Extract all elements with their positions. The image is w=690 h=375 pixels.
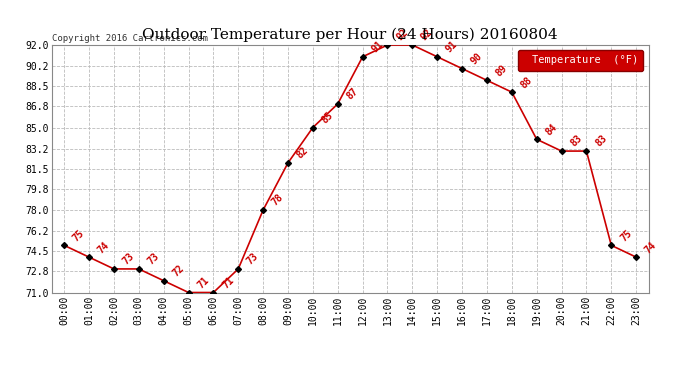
Text: 92: 92: [420, 27, 435, 43]
Text: 84: 84: [544, 122, 559, 137]
Text: Copyright 2016 Cartronics.com: Copyright 2016 Cartronics.com: [52, 33, 208, 42]
Text: 78: 78: [270, 192, 286, 208]
Text: 74: 74: [643, 240, 658, 255]
Text: 85: 85: [320, 110, 335, 125]
Text: 71: 71: [195, 275, 211, 290]
Text: 72: 72: [170, 263, 186, 279]
Text: 75: 75: [71, 228, 86, 243]
Text: 74: 74: [96, 240, 111, 255]
Text: 83: 83: [569, 134, 584, 149]
Text: 73: 73: [245, 251, 261, 267]
Text: 73: 73: [121, 251, 136, 267]
Text: 91: 91: [444, 39, 460, 55]
Text: 75: 75: [618, 228, 633, 243]
Text: 90: 90: [469, 51, 484, 66]
Text: 82: 82: [295, 145, 310, 161]
Text: 88: 88: [519, 75, 534, 90]
Text: 73: 73: [146, 251, 161, 267]
Title: Outdoor Temperature per Hour (24 Hours) 20160804: Outdoor Temperature per Hour (24 Hours) …: [142, 28, 558, 42]
Text: 83: 83: [593, 134, 609, 149]
Text: 92: 92: [395, 27, 410, 43]
Text: 91: 91: [370, 39, 385, 55]
Text: 71: 71: [220, 275, 236, 290]
Legend: Temperature  (°F): Temperature (°F): [518, 50, 643, 70]
Text: 89: 89: [494, 63, 509, 78]
Text: 87: 87: [345, 86, 360, 102]
